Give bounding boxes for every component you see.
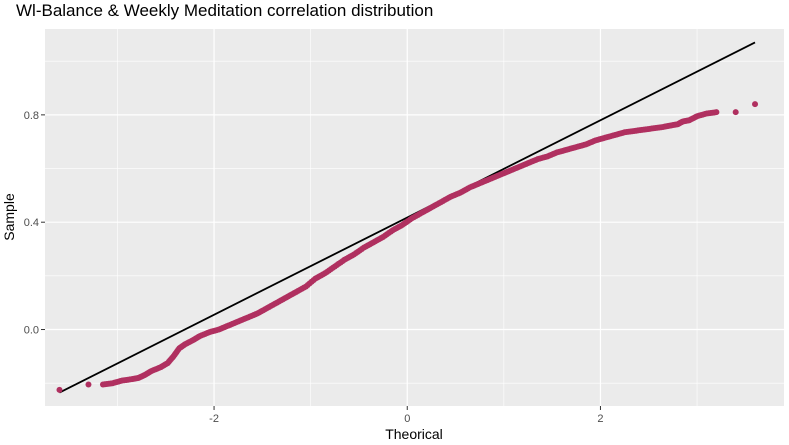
x-tick-label: -2 <box>209 413 219 425</box>
data-point <box>713 109 720 116</box>
data-point <box>732 109 739 116</box>
x-tick-label: 0 <box>404 413 410 425</box>
data-point <box>752 101 759 108</box>
data-point <box>56 386 63 393</box>
reference-line-group <box>59 41 756 394</box>
data-point <box>85 381 92 388</box>
y-axis-ticks: 0.0 0.4 0.8 <box>24 110 45 337</box>
y-tick-label: 0.8 <box>24 110 39 122</box>
x-axis-ticks: -2 0 2 <box>209 406 604 425</box>
chart-title: Wl-Balance & Weekly Meditation correlati… <box>16 1 434 20</box>
y-axis-title: Sample <box>1 193 17 241</box>
x-tick-label: 2 <box>597 413 603 425</box>
y-tick-label: 0.4 <box>24 217 39 229</box>
y-tick-label: 0.0 <box>24 325 39 337</box>
points-group <box>56 101 759 393</box>
minor-gridlines <box>45 29 784 406</box>
qq-reference-line <box>59 41 756 394</box>
x-axis-title: Theorical <box>385 426 443 442</box>
major-gridlines <box>45 29 784 406</box>
